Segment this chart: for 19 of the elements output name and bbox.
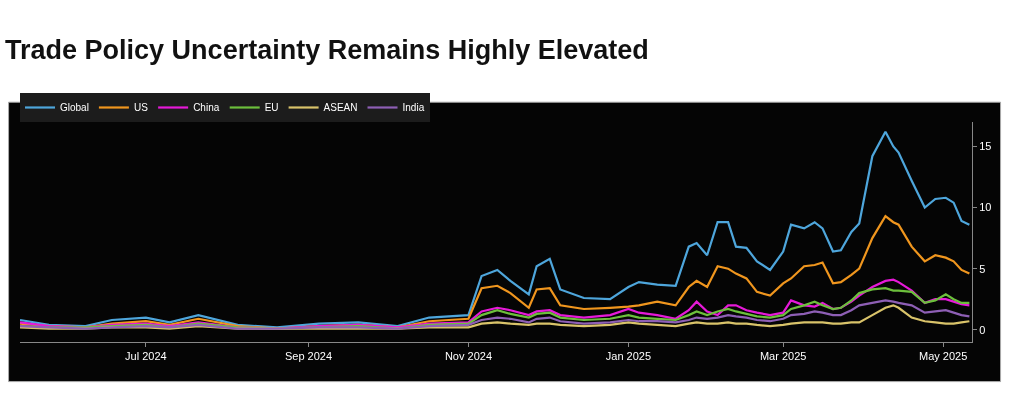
chart-title: Trade Policy Uncertainty Remains Highly Elevated — [5, 34, 649, 65]
y-tick-label: 15 — [979, 140, 992, 153]
legend-label: EU — [264, 102, 279, 114]
line-series — [20, 130, 971, 329]
x-tick-label: May 2025 — [918, 350, 968, 363]
y-tick-label: 5 — [979, 262, 986, 275]
x-tick-label: Jan 2025 — [605, 350, 652, 363]
legend-label: US — [133, 102, 149, 114]
legend-label: China — [193, 102, 220, 114]
x-tick-label: Mar 2025 — [759, 350, 807, 363]
x-tick-label: Sep 2024 — [284, 350, 333, 363]
legend-label: ASEAN — [323, 102, 358, 114]
x-tick-label: Jul 2024 — [125, 350, 167, 363]
legend-label: India — [402, 102, 425, 114]
y-tick-label: 0 — [979, 323, 986, 336]
line-series — [20, 278, 971, 330]
x-tick-label: Nov 2024 — [444, 350, 493, 363]
legend-label: Global — [60, 102, 89, 114]
y-tick-label: 10 — [979, 201, 992, 214]
